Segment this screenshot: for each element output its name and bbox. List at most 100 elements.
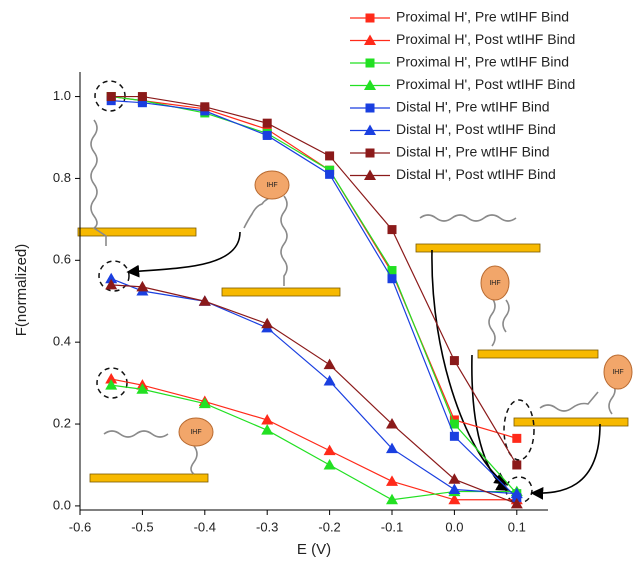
marker bbox=[261, 317, 274, 329]
surface bbox=[513, 417, 629, 427]
marker bbox=[387, 225, 397, 235]
marker bbox=[449, 356, 459, 366]
legend-label: Proximal H', Pre wtIHF Bind bbox=[396, 54, 569, 70]
annotation: IHF bbox=[489, 280, 500, 287]
legend-marker bbox=[365, 58, 375, 68]
y-tick-label: 0.6 bbox=[53, 252, 71, 267]
x-axis-label: E (V) bbox=[297, 541, 331, 558]
series-line bbox=[111, 284, 518, 505]
legend-marker bbox=[364, 79, 376, 90]
marker bbox=[323, 358, 336, 370]
series-line bbox=[111, 95, 517, 439]
marker bbox=[198, 397, 211, 409]
y-tick-label: 0.4 bbox=[53, 334, 71, 349]
legend-label: Proximal H', Pre wtIHF Bind bbox=[396, 9, 569, 25]
marker bbox=[448, 483, 461, 495]
marker bbox=[386, 475, 398, 486]
y-tick-label: 0.2 bbox=[53, 415, 71, 430]
marker bbox=[325, 169, 335, 179]
marker bbox=[323, 458, 336, 470]
marker bbox=[261, 424, 274, 435]
x-tick-label: 0.1 bbox=[508, 519, 526, 534]
marker bbox=[105, 379, 118, 390]
ihf-protein bbox=[480, 265, 510, 301]
marker bbox=[261, 413, 274, 425]
highlight bbox=[96, 367, 128, 399]
marker bbox=[262, 118, 272, 128]
annotation: IHF bbox=[190, 429, 201, 436]
surface bbox=[221, 287, 341, 297]
series-line bbox=[111, 95, 518, 466]
legend-marker bbox=[365, 13, 375, 23]
y-tick-label: 0.8 bbox=[53, 170, 71, 185]
surface bbox=[477, 349, 599, 359]
surface bbox=[415, 243, 541, 253]
dna bbox=[419, 214, 517, 222]
series-line bbox=[111, 100, 518, 499]
dna bbox=[243, 195, 288, 286]
marker bbox=[136, 280, 149, 292]
x-tick-label: 0.0 bbox=[445, 519, 463, 534]
marker bbox=[323, 375, 336, 386]
legend-marker bbox=[365, 148, 375, 158]
dna bbox=[90, 119, 107, 246]
marker bbox=[325, 151, 335, 161]
y-tick-label: 1.0 bbox=[53, 88, 71, 103]
ihf-protein bbox=[178, 417, 214, 447]
marker bbox=[512, 433, 522, 443]
legend-label: Distal H', Post wtIHF Bind bbox=[396, 166, 556, 182]
surface bbox=[89, 473, 209, 483]
x-tick-label: -0.3 bbox=[256, 519, 278, 534]
legend-label: Distal H', Post wtIHF Bind bbox=[396, 121, 556, 137]
ihf-protein bbox=[254, 170, 290, 200]
marker bbox=[448, 473, 461, 484]
marker bbox=[200, 102, 210, 112]
marker bbox=[449, 431, 459, 441]
marker bbox=[449, 419, 459, 429]
legend-label: Distal H', Pre wtIHF Bind bbox=[396, 144, 550, 160]
marker bbox=[105, 278, 118, 290]
arrow bbox=[530, 423, 601, 500]
ihf-protein bbox=[603, 354, 633, 390]
surface bbox=[77, 227, 197, 237]
annotation: IHF bbox=[612, 369, 623, 376]
legend-marker bbox=[365, 103, 375, 113]
legend-marker bbox=[364, 34, 376, 45]
y-tick-label: 0.0 bbox=[53, 497, 71, 512]
marker bbox=[386, 442, 398, 454]
marker bbox=[105, 373, 118, 384]
legend-label: Proximal H', Post wtIHF Bind bbox=[396, 76, 575, 92]
marker bbox=[512, 460, 522, 470]
legend-label: Distal H', Pre wtIHF Bind bbox=[396, 99, 550, 115]
marker bbox=[106, 92, 116, 102]
x-tick-label: -0.5 bbox=[131, 519, 153, 534]
marker bbox=[386, 493, 398, 505]
marker bbox=[510, 487, 523, 499]
marker bbox=[387, 266, 397, 276]
x-tick-label: -0.4 bbox=[194, 519, 216, 534]
marker bbox=[198, 295, 211, 306]
legend-marker bbox=[364, 169, 376, 180]
dna bbox=[488, 297, 510, 347]
marker bbox=[510, 497, 523, 509]
arrow bbox=[431, 249, 508, 485]
series-line bbox=[111, 384, 517, 501]
highlight bbox=[503, 399, 535, 461]
marker bbox=[448, 493, 461, 505]
dna bbox=[539, 381, 616, 415]
marker bbox=[137, 98, 147, 108]
marker bbox=[387, 274, 397, 284]
arrow bbox=[126, 231, 241, 278]
arrow bbox=[471, 354, 510, 491]
annotation: IHF bbox=[266, 182, 277, 189]
marker bbox=[137, 92, 147, 102]
marker bbox=[386, 418, 398, 429]
series-line bbox=[110, 278, 517, 495]
x-tick-label: -0.2 bbox=[318, 519, 340, 534]
marker bbox=[105, 272, 118, 284]
x-tick-label: -0.1 bbox=[381, 519, 403, 534]
series-line bbox=[111, 378, 517, 501]
legend-label: Proximal H', Post wtIHF Bind bbox=[396, 31, 575, 47]
dna bbox=[103, 430, 198, 475]
